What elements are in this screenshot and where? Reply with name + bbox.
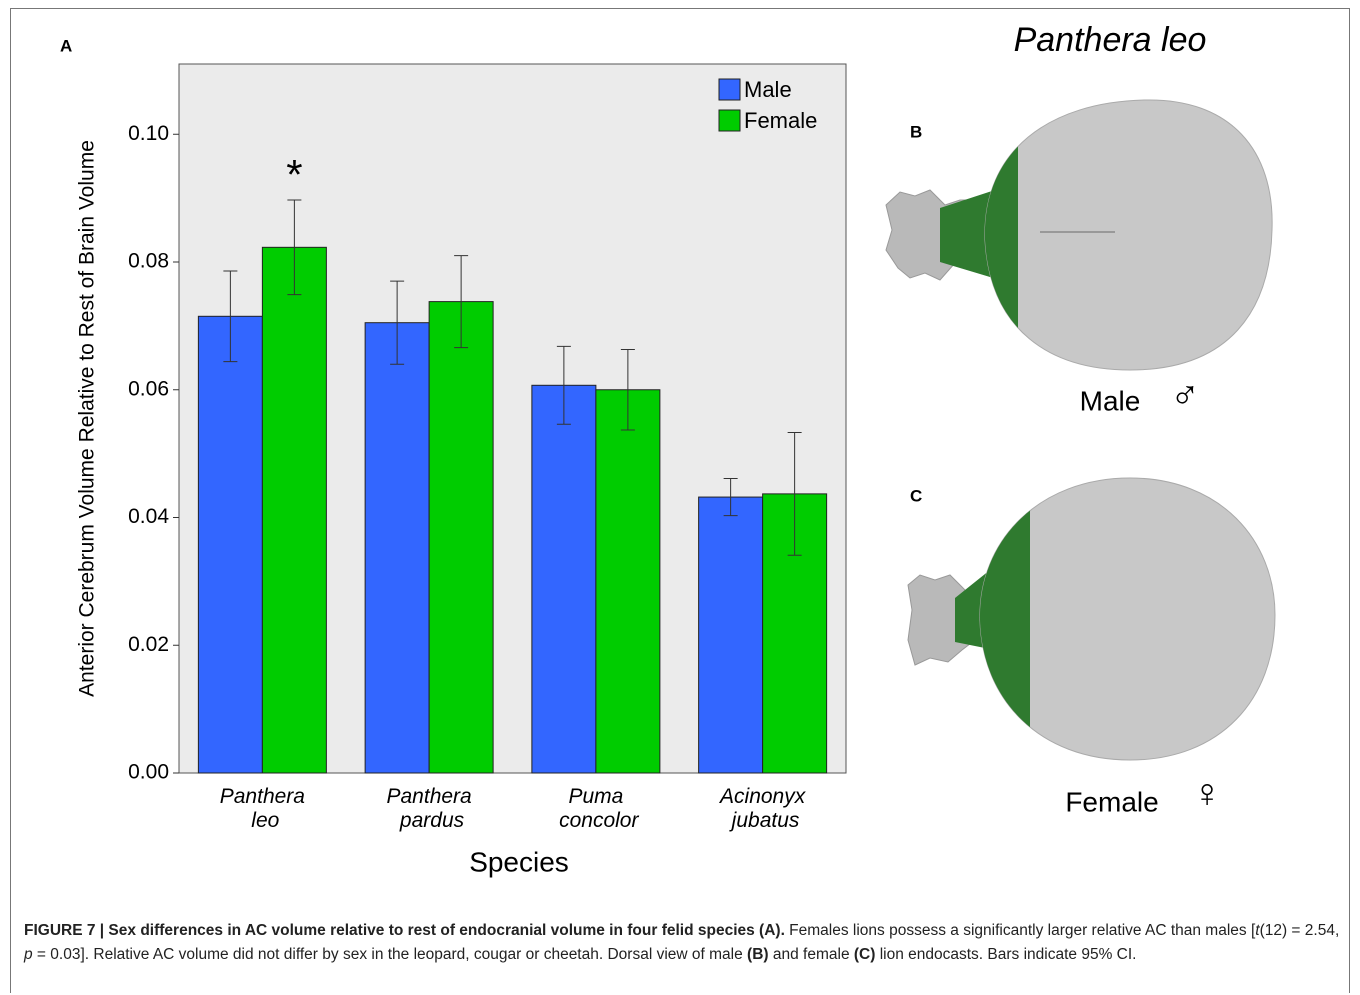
bar (532, 385, 596, 773)
caption-text: and female (769, 946, 854, 963)
bar (429, 302, 493, 773)
x-tick-label: Puma concolor (553, 785, 639, 832)
caption-text: = 0.03]. Relative AC volume did not diff… (33, 946, 747, 963)
y-tick-label: 0.00 (128, 761, 169, 784)
x-tick-label: Panthera leo (220, 785, 305, 832)
x-tick-label: Panthera pardus (387, 785, 472, 832)
image-caption: Male (1080, 385, 1141, 416)
caption-text: (12) = 2.54, (1260, 922, 1340, 939)
caption-text: (B) (747, 946, 769, 963)
x-tick-label: Acinonyx jubatus (718, 785, 807, 832)
bar (365, 323, 429, 773)
male-endocast (886, 100, 1272, 370)
caption-text: Females lions possess a significantly la… (785, 922, 1255, 939)
y-tick-label: 0.10 (128, 122, 169, 145)
legend-label: Male (744, 77, 792, 102)
legend-swatch (719, 110, 740, 131)
significance-marker: * (286, 151, 302, 198)
y-tick-label: 0.04 (128, 505, 169, 528)
y-tick-label: 0.02 (128, 633, 169, 656)
image-caption: Female (1065, 786, 1158, 817)
legend-label: Female (744, 108, 817, 133)
panel-label: C (910, 486, 922, 505)
y-tick-label: 0.08 (128, 250, 169, 273)
female-endocast (908, 478, 1275, 760)
legend-swatch (719, 79, 740, 100)
image-title: Panthera leo (1014, 21, 1207, 59)
y-tick-label: 0.06 (128, 377, 169, 400)
chart: A Panthera leo B C Male ♂ Female ♀ 0.00 0… (0, 0, 1360, 900)
caption-text: FIGURE 7 | Sex differences in AC volume … (24, 922, 785, 939)
bar (699, 497, 763, 773)
x-axis-label: Species (469, 846, 569, 877)
y-axis-label: Anterior Cerebrum Volume Relative to Res… (76, 140, 99, 697)
caption-text: p (24, 946, 33, 963)
figure-caption: FIGURE 7 | Sex differences in AC volume … (24, 919, 1340, 967)
bar (596, 390, 660, 773)
bar (198, 316, 262, 773)
caption-text: lion endocasts. Bars indicate 95% CI. (875, 946, 1136, 963)
caption-text: (C) (854, 946, 876, 963)
panel-label: A (60, 36, 72, 55)
bar (262, 247, 326, 773)
sex-symbol: ♂ (1170, 374, 1200, 418)
panel-label: B (910, 122, 922, 141)
sex-symbol: ♀ (1192, 772, 1222, 816)
